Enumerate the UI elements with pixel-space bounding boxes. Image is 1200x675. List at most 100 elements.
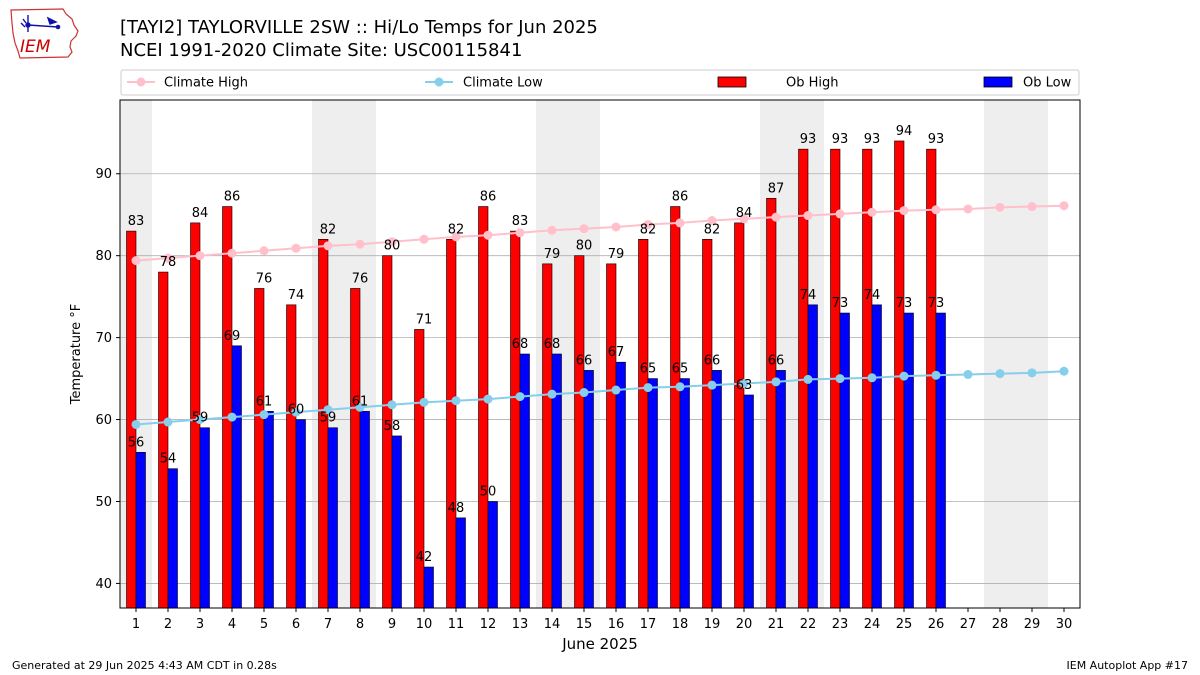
legend-ob-low-label: Ob Low [1023,76,1072,91]
climate-high-point [451,232,461,242]
data-labels: 83 78 84 86 76 74 82 76 80 71 82 86 83 79 80 79 82 86 82 84… [128,124,945,565]
ob-low-label: 63 [736,378,753,393]
plot-frame [119,99,1081,609]
climate-low-point [259,410,269,420]
generated-note: Generated at 29 Jun 2025 4:43 AM CDT in … [12,659,277,672]
climate-low-point [323,405,333,415]
legend-climate-low-label: Climate Low [463,76,543,91]
ob-high-label: 82 [640,222,657,237]
ob-low-bar [871,304,882,609]
y-tick-label: 80 [95,249,112,264]
ob-high-label: 86 [480,190,497,205]
climate-high-point [259,246,269,256]
ob-high-bar [542,263,553,609]
ob-high-label: 80 [576,239,593,254]
ob-high-label: 84 [736,206,753,221]
ob-low-label: 65 [672,362,689,377]
logo-text: IEM [20,37,51,57]
x-tick-label: 5 [260,617,268,632]
ob-low-bar [423,566,434,609]
climate-low-point [835,374,845,384]
climate-low-point [995,369,1005,379]
ob-high-label: 79 [608,247,625,262]
ob-low-bar [775,370,786,609]
legend-ob-high-swatch [717,76,747,88]
y-axis-label: Temperature °F [69,304,84,405]
x-tick-label: 21 [768,617,785,632]
ob-high-bar [478,206,489,609]
x-tick-label: 1 [132,617,140,632]
ob-high-label: 74 [288,288,305,303]
climate-low-point [131,419,141,429]
ob-high-label: 83 [128,214,145,229]
x-tick-label: 3 [196,617,204,632]
ob-low-bar [487,501,498,609]
climate-low-point [963,369,973,379]
ob-high-label: 84 [192,206,209,221]
y-tick-label: 50 [95,495,112,510]
climate-low-point [675,382,685,392]
ob-low-bar [391,435,402,609]
ob-high-label: 82 [448,222,465,237]
ob-high-bar [510,230,521,609]
x-tick-label: 8 [356,617,364,632]
bars [126,140,946,609]
ob-low-label: 69 [224,329,241,344]
ob-high-label: 86 [672,190,689,205]
ob-low-label: 59 [192,411,209,426]
x-tick-label: 6 [292,617,300,632]
x-tick-label: 10 [416,617,433,632]
ob-low-bar [519,353,530,609]
ob-low-label: 74 [800,288,817,303]
climate-low-point [771,377,781,387]
climate-low-point [1059,366,1069,376]
ob-low-bar [839,312,850,609]
climate-high-point [803,211,813,221]
ob-low-bar [231,345,242,609]
climate-high-point [675,218,685,228]
climate-low-point [547,389,557,399]
ob-low-bar [903,312,914,609]
legend-climate-high-marker [136,77,146,87]
climate-low-point [483,394,493,404]
x-tick-label: 27 [960,617,977,632]
ob-low-label: 68 [544,337,561,352]
ob-low-bar [583,370,594,609]
ob-low-label: 66 [768,353,785,368]
x-tick-label: 12 [480,617,497,632]
weekend-band [984,100,1048,608]
ob-high-bar [350,288,361,609]
gridlines [120,173,1080,584]
ob-low-label: 61 [352,394,369,409]
climate-high-point [931,205,941,215]
ob-high-label: 93 [864,132,881,147]
ob-low-label: 66 [576,353,593,368]
x-tick-label: 4 [228,617,236,632]
ob-low-bar [711,370,722,609]
x-tick-label: 23 [832,617,849,632]
climate-high-line [135,204,1065,262]
ob-low-label: 73 [896,296,913,311]
ob-low-label: 42 [416,550,433,565]
climate-low-point [931,370,941,380]
ob-high-bar [702,238,713,609]
climate-low-point [739,378,749,388]
climate-high-point [323,241,333,251]
ob-low-label: 59 [320,411,337,426]
climate-high-point [835,209,845,219]
x-axis-label: June 2025 [561,635,638,653]
ob-low-bar [327,427,338,609]
x-tick-label: 11 [448,617,465,632]
ob-low-label: 60 [288,403,305,418]
ob-high-bar [670,206,681,609]
x-tick-label: 18 [672,617,689,632]
x-tick-label: 20 [736,617,753,632]
climate-high-point [515,228,525,238]
climate-low-point [515,392,525,402]
climate-lines [131,201,1069,429]
x-tick-label: 7 [324,617,332,632]
climate-high-point [771,212,781,222]
ob-high-label: 94 [896,124,913,139]
